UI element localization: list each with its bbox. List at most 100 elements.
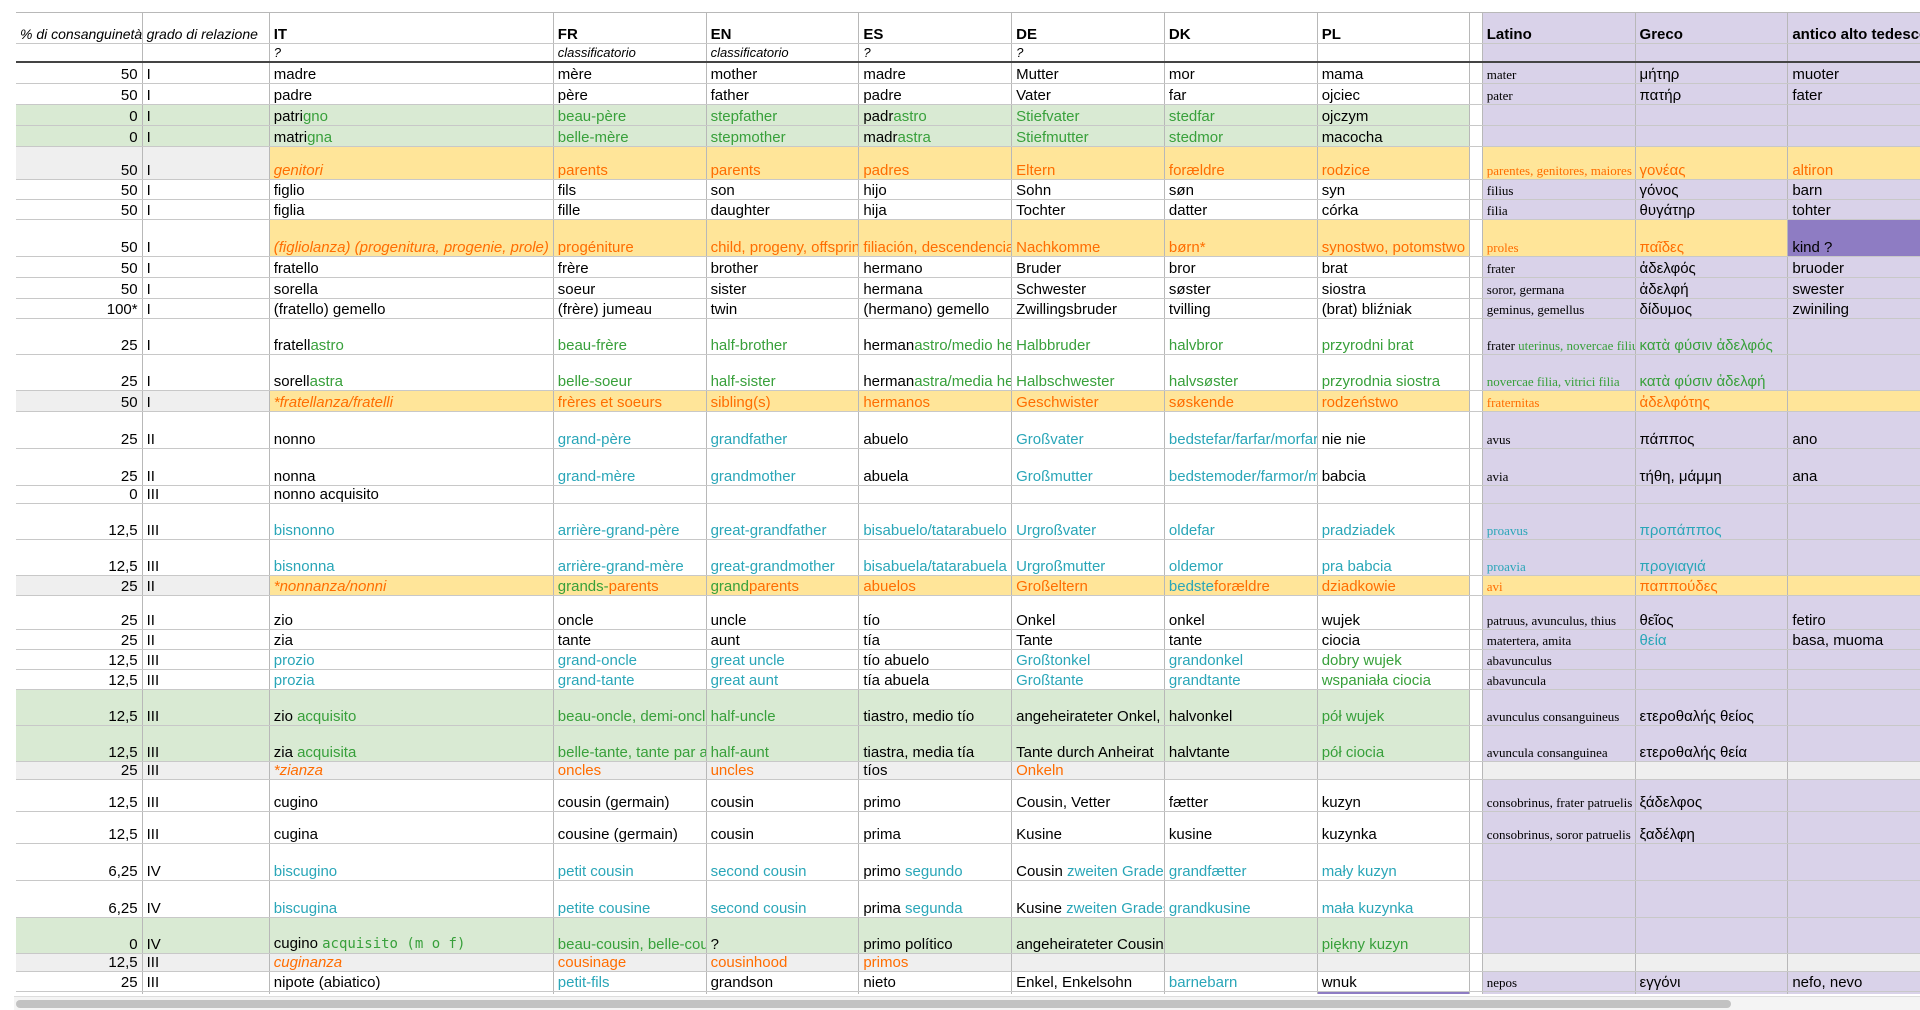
cell-de[interactable]: Onkeln [1011,761,1165,780]
cell-dk[interactable]: halvbror [1164,318,1318,355]
cell-pl[interactable]: wnuk [1317,971,1471,992]
cell-latin[interactable]: avunculus consanguineus [1482,689,1636,726]
cell-degree[interactable]: III [142,649,270,670]
cell-pl[interactable]: rodzice [1317,146,1471,180]
cell-es[interactable]: filiación, descendencia [858,219,1013,257]
cell-greek[interactable]: εγγόνι [1635,971,1789,992]
cell-greek[interactable] [1635,761,1789,780]
cell-it[interactable]: bisnonna [269,539,554,576]
cell-latin[interactable]: consobrinus, frater patruelis [1482,779,1636,812]
cell-fr[interactable]: oncles [553,761,707,780]
cell-dk[interactable]: oldemor [1164,539,1318,576]
cell-de[interactable]: Stiefmutter [1011,125,1165,147]
cell-ohg[interactable] [1787,104,1920,126]
cell-it[interactable]: cuginanza [269,953,554,972]
cell-pl[interactable] [1317,485,1471,504]
cell-es[interactable]: primo político [858,917,1013,954]
cell-latin[interactable] [1482,953,1636,972]
cell-degree[interactable]: II [142,448,270,486]
cell-en[interactable]: sibling(s) [706,390,860,412]
cell-greek[interactable] [1635,125,1789,147]
cell-consanguinity[interactable]: 50 [16,390,143,412]
cell-pl[interactable]: mama [1317,62,1471,84]
column-header-ohg[interactable]: antico alto tedesco [1787,12,1920,44]
cell-fr[interactable]: belle-tante, tante par alliance [553,725,707,762]
cell-es[interactable]: nieta [858,991,1013,994]
cell-consanguinity[interactable]: 25 [16,411,143,449]
cell-de[interactable]: Großtonkel [1011,649,1165,670]
cell-it[interactable]: bisnonno [269,503,554,540]
cell-es[interactable] [858,485,1013,504]
cell-fr[interactable]: cousin (germain) [553,779,707,812]
subheader-greek[interactable] [1635,43,1789,63]
cell-degree[interactable]: IV [142,917,270,954]
cell-degree[interactable]: II [142,575,270,596]
cell-es[interactable]: padres [858,146,1013,180]
cell-latin[interactable]: proavus [1482,503,1636,540]
cell-de[interactable]: Großmutter [1011,448,1165,486]
cell-en[interactable]: half-uncle [706,689,860,726]
cell-dk[interactable]: søskende [1164,390,1318,412]
cell-consanguinity[interactable]: 0 [16,104,143,126]
cell-gap[interactable] [1469,811,1483,844]
cell-en[interactable]: son [706,179,860,200]
cell-gap[interactable] [1469,503,1483,540]
cell-pl[interactable]: brat [1317,256,1471,278]
cell-en[interactable]: half-brother [706,318,860,355]
cell-fr[interactable]: grand-oncle [553,649,707,670]
cell-consanguinity[interactable]: 25 [16,595,143,630]
cell-dk[interactable]: tvilling [1164,298,1318,319]
cell-greek[interactable]: προγιαγιά [1635,539,1789,576]
cell-dk[interactable] [1164,761,1318,780]
cell-ohg[interactable]: ano [1787,411,1920,449]
column-header-latin[interactable]: Latino [1482,12,1636,44]
subheader-it[interactable]: ? [269,43,554,63]
cell-es[interactable]: hermanastra/media hermana [858,354,1013,391]
cell-greek[interactable]: ετεροθαλής θείος [1635,689,1789,726]
cell-latin[interactable]: geminus, gemellus [1482,298,1636,319]
cell-greek[interactable] [1635,917,1789,954]
spreadsheet-grid[interactable]: % di consanguinetà grado di relazione IT FR… [16,12,1920,994]
cell-fr[interactable]: beau-père [553,104,707,126]
cell-gap[interactable] [1469,256,1483,278]
cell-ohg[interactable] [1787,318,1920,355]
cell-latin[interactable]: frater [1482,256,1636,278]
cell-degree[interactable]: III [142,761,270,780]
cell-de[interactable]: Tante [1011,629,1165,650]
cell-fr[interactable]: petite cousine [553,880,707,918]
cell-en[interactable]: second cousin [706,880,860,918]
cell-dk[interactable]: børn* [1164,219,1318,257]
cell-gap[interactable] [1469,277,1483,299]
cell-en[interactable]: father [706,83,860,105]
cell-greek[interactable]: γόνος [1635,179,1789,200]
cell-gap[interactable] [1469,880,1483,918]
cell-pl[interactable]: mały kuzyn [1317,843,1471,881]
cell-latin[interactable] [1482,104,1636,126]
cell-consanguinity[interactable]: 12,5 [16,669,143,690]
cell-es[interactable]: padrastro [858,104,1013,126]
cell-consanguinity[interactable]: 12,5 [16,649,143,670]
cell-pl[interactable]: kuzynka [1317,811,1471,844]
cell-degree[interactable]: III [142,539,270,576]
cell-latin[interactable]: avus [1482,411,1636,449]
cell-it[interactable]: *nonnanza/nonni [269,575,554,596]
cell-ohg[interactable] [1787,503,1920,540]
cell-es[interactable]: abuelo [858,411,1013,449]
cell-latin[interactable]: abavunculus [1482,649,1636,670]
cell-de[interactable]: Vater [1011,83,1165,105]
cell-it[interactable]: zia acquisita [269,725,554,762]
cell-consanguinity[interactable]: 0 [16,485,143,504]
cell-degree[interactable]: I [142,277,270,299]
cell-ohg[interactable]: fetiro [1787,595,1920,630]
cell-en[interactable]: brother [706,256,860,278]
cell-it[interactable]: biscugino [269,843,554,881]
cell-gap[interactable] [1469,62,1483,84]
cell-pl[interactable]: syn [1317,179,1471,200]
cell-gap[interactable] [1469,779,1483,812]
cell-it[interactable]: fratellastro [269,318,554,355]
cell-dk[interactable]: bedstefar/farfar/morfar [1164,411,1318,449]
cell-greek[interactable]: τήθη, μάμμη [1635,448,1789,486]
cell-pl[interactable]: ojciec [1317,83,1471,105]
cell-dk[interactable] [1164,953,1318,972]
cell-pl[interactable]: mała dziewczynka [1317,991,1471,994]
